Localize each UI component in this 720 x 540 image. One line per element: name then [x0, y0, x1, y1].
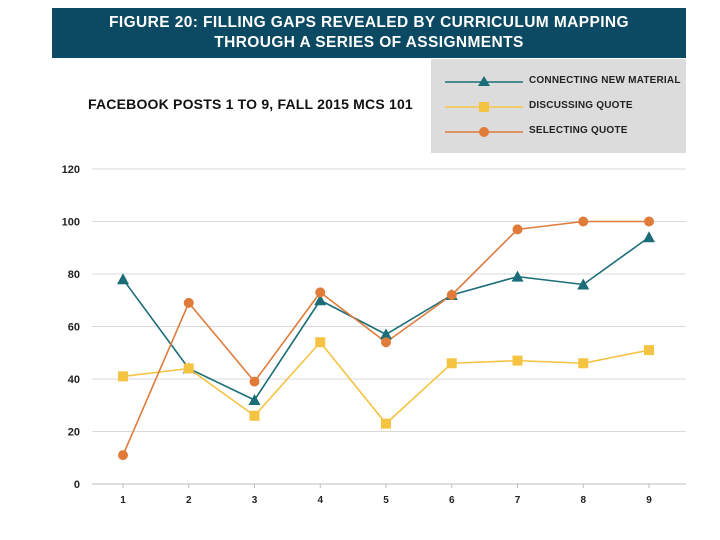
data-point-circle [118, 450, 128, 461]
data-point-triangle [511, 270, 524, 282]
legend-swatch-square-icon [445, 102, 523, 112]
data-point-circle [644, 216, 654, 227]
legend-label-connecting: CONNECTING NEW MATERIAL [529, 75, 681, 86]
data-point-circle [446, 290, 457, 300]
data-point-square [118, 371, 128, 382]
data-point-triangle [248, 394, 261, 405]
x-tick-label: 8 [580, 495, 586, 506]
legend-item-selecting: SELECTING QUOTE [431, 123, 686, 141]
figure-title-line-1: FIGURE 20: FILLING GAPS REVEALED BY CURR… [109, 14, 629, 31]
data-point-square [644, 345, 654, 356]
x-tick-label: 6 [449, 495, 455, 506]
legend-swatch-triangle-icon [445, 76, 523, 86]
x-tick-label: 5 [383, 495, 389, 506]
data-point-square [381, 418, 391, 429]
y-tick-label: 120 [62, 164, 80, 176]
data-point-square [512, 355, 523, 366]
data-point-square [315, 337, 326, 348]
y-tick-label: 40 [68, 374, 80, 386]
data-point-square [578, 358, 589, 369]
legend-label-discussing: DISCUSSING QUOTE [529, 100, 633, 111]
y-tick-label: 0 [74, 479, 80, 491]
data-point-circle [381, 337, 391, 348]
figure-title-line-2: THROUGH A SERIES OF ASSIGNMENTS [214, 34, 524, 51]
data-point-circle [249, 376, 260, 387]
y-tick-label: 60 [68, 322, 80, 334]
data-point-circle [512, 224, 523, 235]
data-point-circle [315, 287, 326, 298]
legend: CONNECTING NEW MATERIAL DISCUSSING QUOTE… [431, 59, 686, 153]
data-point-triangle [577, 278, 590, 290]
figure-header: FIGURE 20: FILLING GAPS REVEALED BY CURR… [52, 8, 686, 58]
series-line-2 [122, 341, 650, 425]
data-point-square [249, 410, 260, 421]
x-tick-label: 4 [317, 495, 323, 506]
x-tick-label: 3 [252, 495, 258, 506]
x-tick-label: 1 [120, 495, 126, 506]
data-point-circle [578, 216, 589, 227]
data-point-square [183, 363, 194, 374]
legend-item-connecting: CONNECTING NEW MATERIAL [431, 73, 686, 91]
legend-label-selecting: SELECTING QUOTE [529, 125, 628, 136]
y-tick-label: 80 [68, 269, 80, 281]
data-point-triangle [380, 328, 392, 340]
data-point-square [446, 358, 457, 369]
data-point-circle [183, 297, 194, 308]
data-point-triangle [643, 231, 655, 243]
chart-title: FACEBOOK POSTS 1 TO 9, FALL 2015 MCS 101 [88, 96, 413, 112]
x-tick-label: 2 [186, 495, 192, 506]
legend-item-discussing: DISCUSSING QUOTE [431, 98, 686, 116]
y-tick-label: 100 [62, 217, 80, 229]
data-point-triangle [117, 273, 129, 285]
x-tick-label: 9 [646, 495, 652, 506]
data-point-triangle [314, 294, 327, 306]
legend-swatch-circle-icon [445, 127, 523, 137]
x-tick-label: 7 [515, 495, 521, 506]
y-tick-label: 20 [68, 427, 80, 439]
